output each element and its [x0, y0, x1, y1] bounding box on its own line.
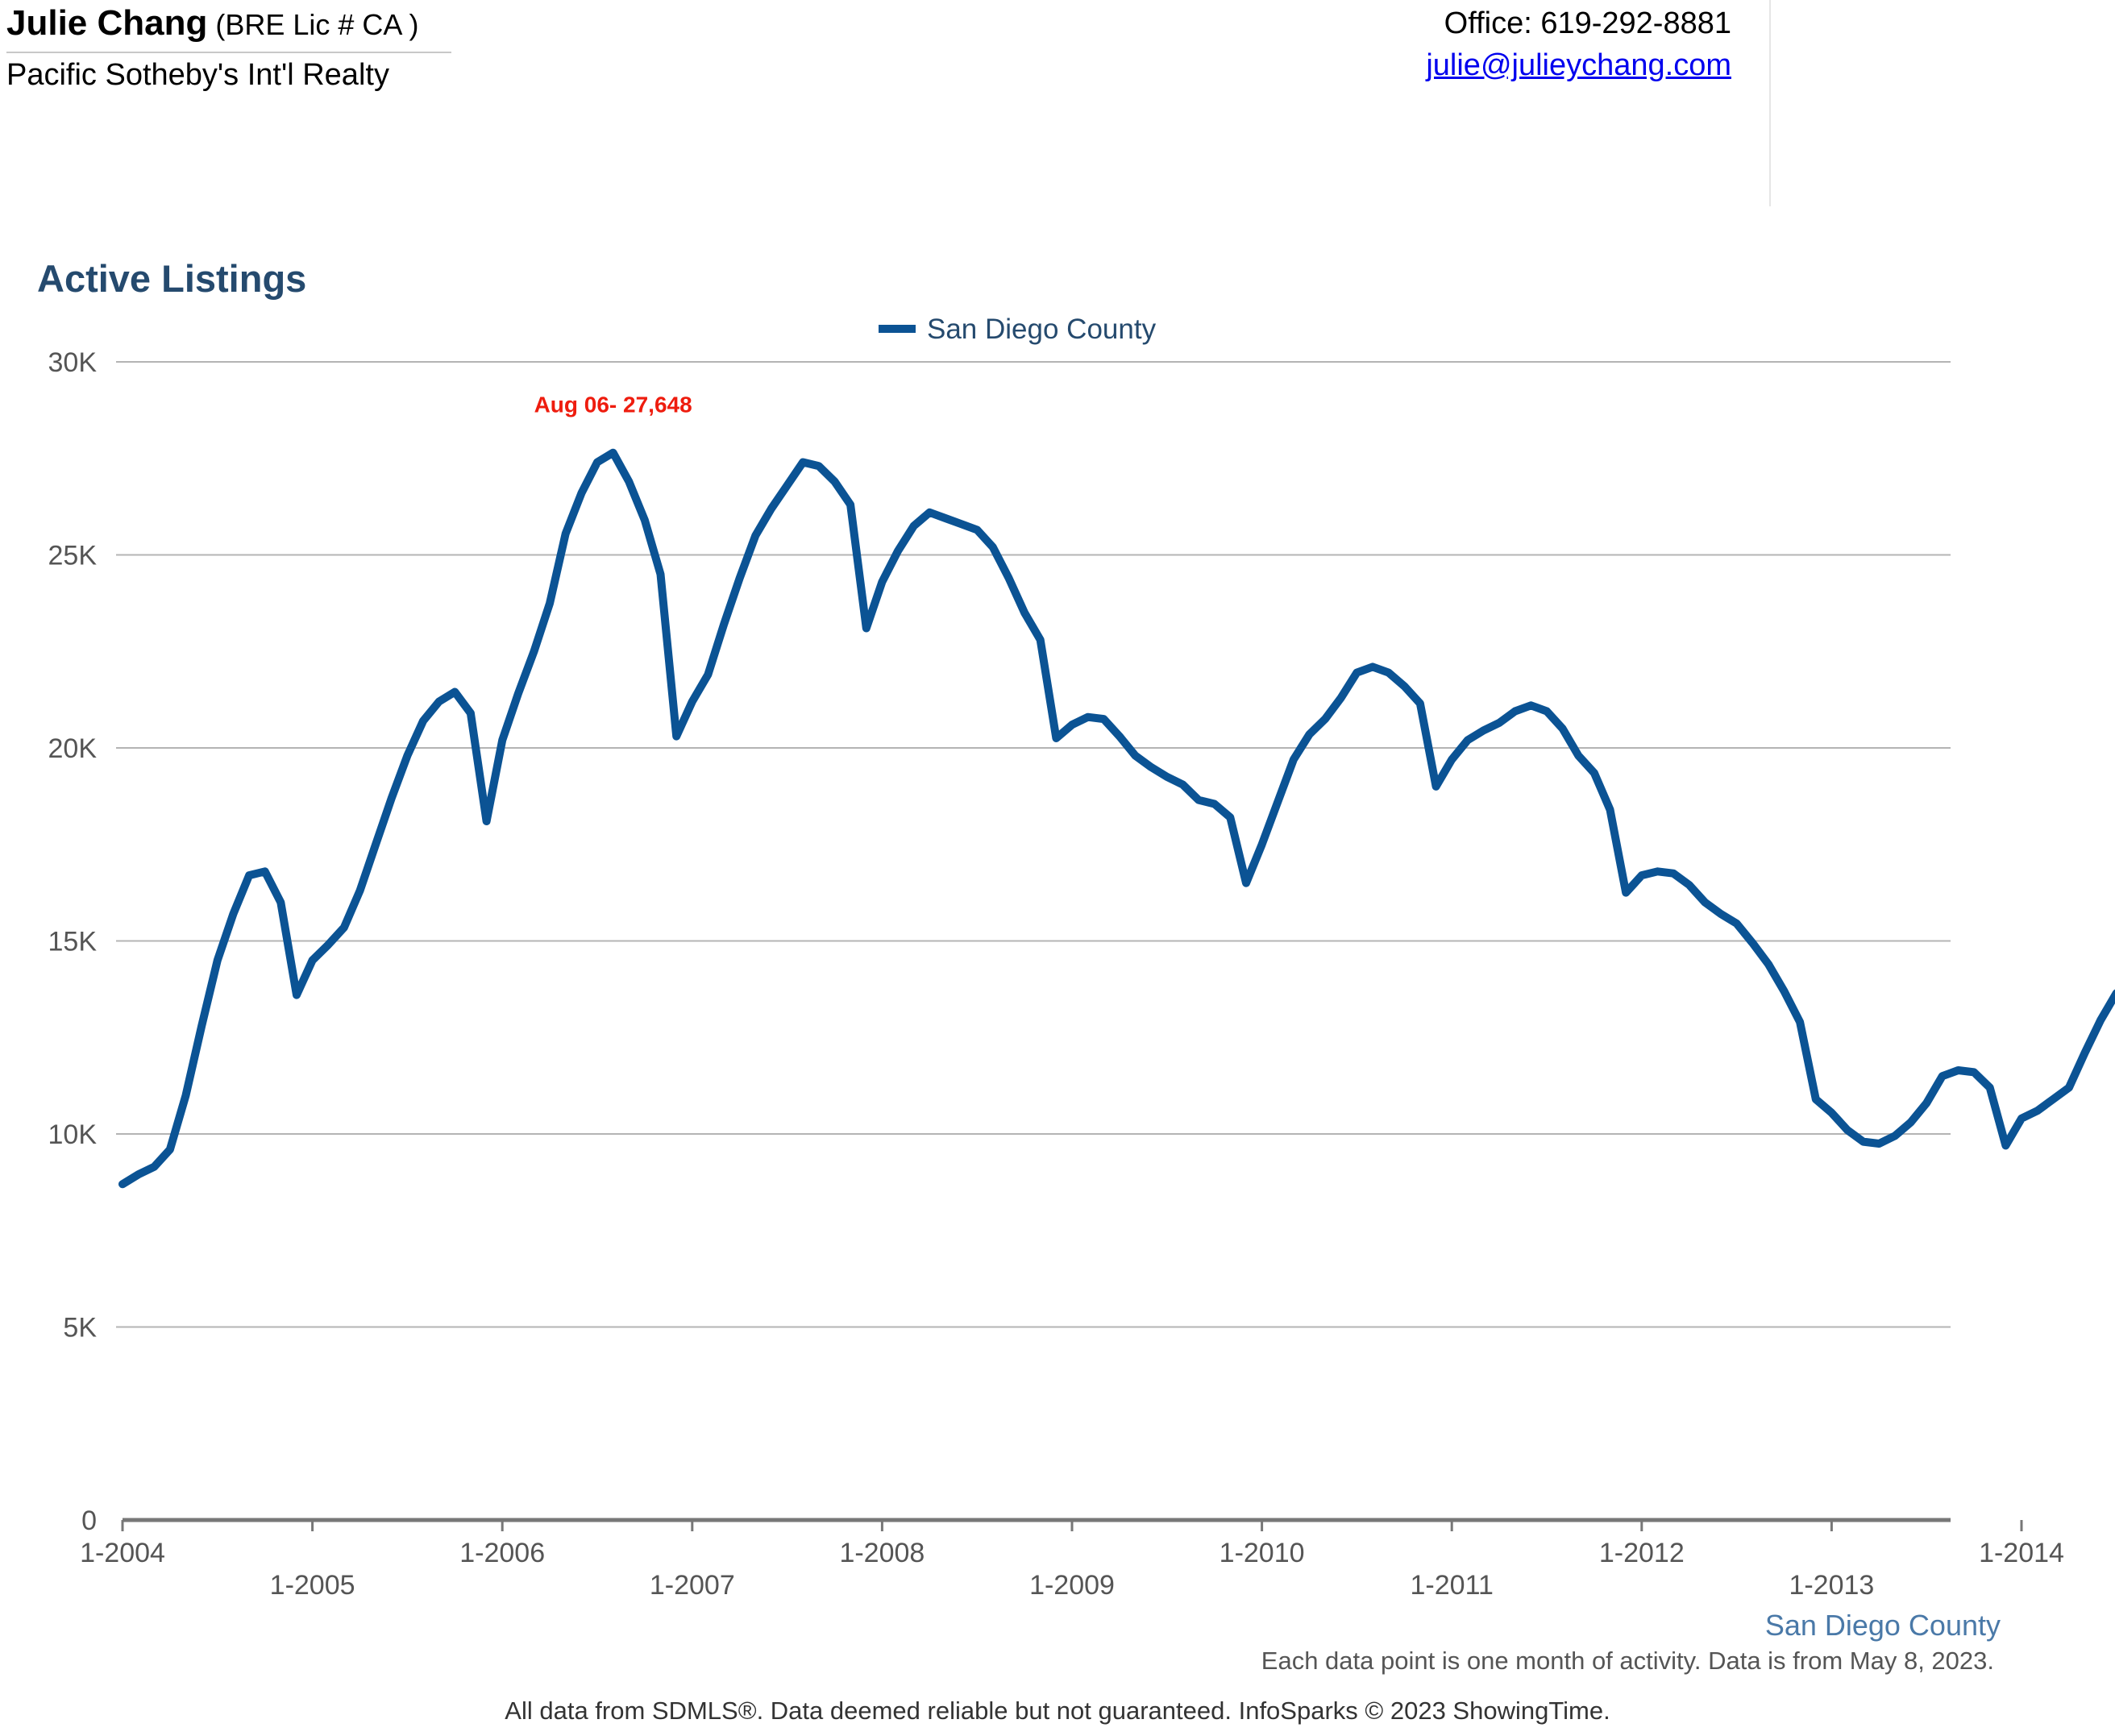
chart-title: Active Listings — [37, 257, 306, 300]
x-tick-label: 1-2005 — [270, 1570, 355, 1601]
x-tick-label: 1-2014 — [1979, 1538, 2064, 1568]
y-tick-label: 25K — [48, 541, 98, 571]
y-tick-label: 10K — [48, 1119, 98, 1150]
office-phone: Office: 619-292-8881 — [1444, 6, 1731, 40]
x-tick-label: 1-2009 — [1029, 1570, 1115, 1601]
legend-label: San Diego County — [927, 314, 1157, 345]
x-tick-label: 1-2010 — [1220, 1538, 1305, 1568]
data-note: Each data point is one month of activity… — [1261, 1647, 1994, 1675]
data-label-annotation: Aug 06- 27,648 — [534, 392, 692, 417]
email-link[interactable]: julie@julieychang.com — [1426, 48, 1731, 82]
y-tick-label: 30K — [48, 347, 98, 378]
header-divider — [6, 52, 451, 53]
series-line-san-diego-county — [118, 448, 2115, 1189]
agent-header: Julie Chang (BRE Lic # CA ) — [6, 3, 418, 44]
x-tick-label: 1-2006 — [459, 1538, 545, 1568]
x-axis-title: San Diego County — [1765, 1609, 2001, 1642]
x-tick-label: 1-2011 — [1411, 1570, 1494, 1601]
y-tick-label: 5K — [63, 1313, 97, 1344]
disclaimer: All data from SDMLS®. Data deemed reliab… — [505, 1697, 1610, 1725]
agent-name: Julie Chang — [6, 3, 208, 43]
x-tick-label: 1-2008 — [839, 1538, 925, 1568]
x-tick-label: 1-2012 — [1599, 1538, 1685, 1568]
y-tick-label: 15K — [48, 927, 98, 957]
x-tick-label: 1-2004 — [80, 1538, 165, 1568]
x-tick-label: 1-2007 — [650, 1570, 735, 1601]
header-vertical-divider — [1769, 0, 1771, 206]
y-tick-label: 20K — [48, 733, 98, 764]
y-tick-label: 0 — [81, 1506, 97, 1536]
x-tick-label: 1-2013 — [1789, 1570, 1874, 1601]
license-number: (BRE Lic # CA ) — [215, 8, 419, 41]
company-name: Pacific Sotheby's Int'l Realty — [6, 58, 389, 92]
